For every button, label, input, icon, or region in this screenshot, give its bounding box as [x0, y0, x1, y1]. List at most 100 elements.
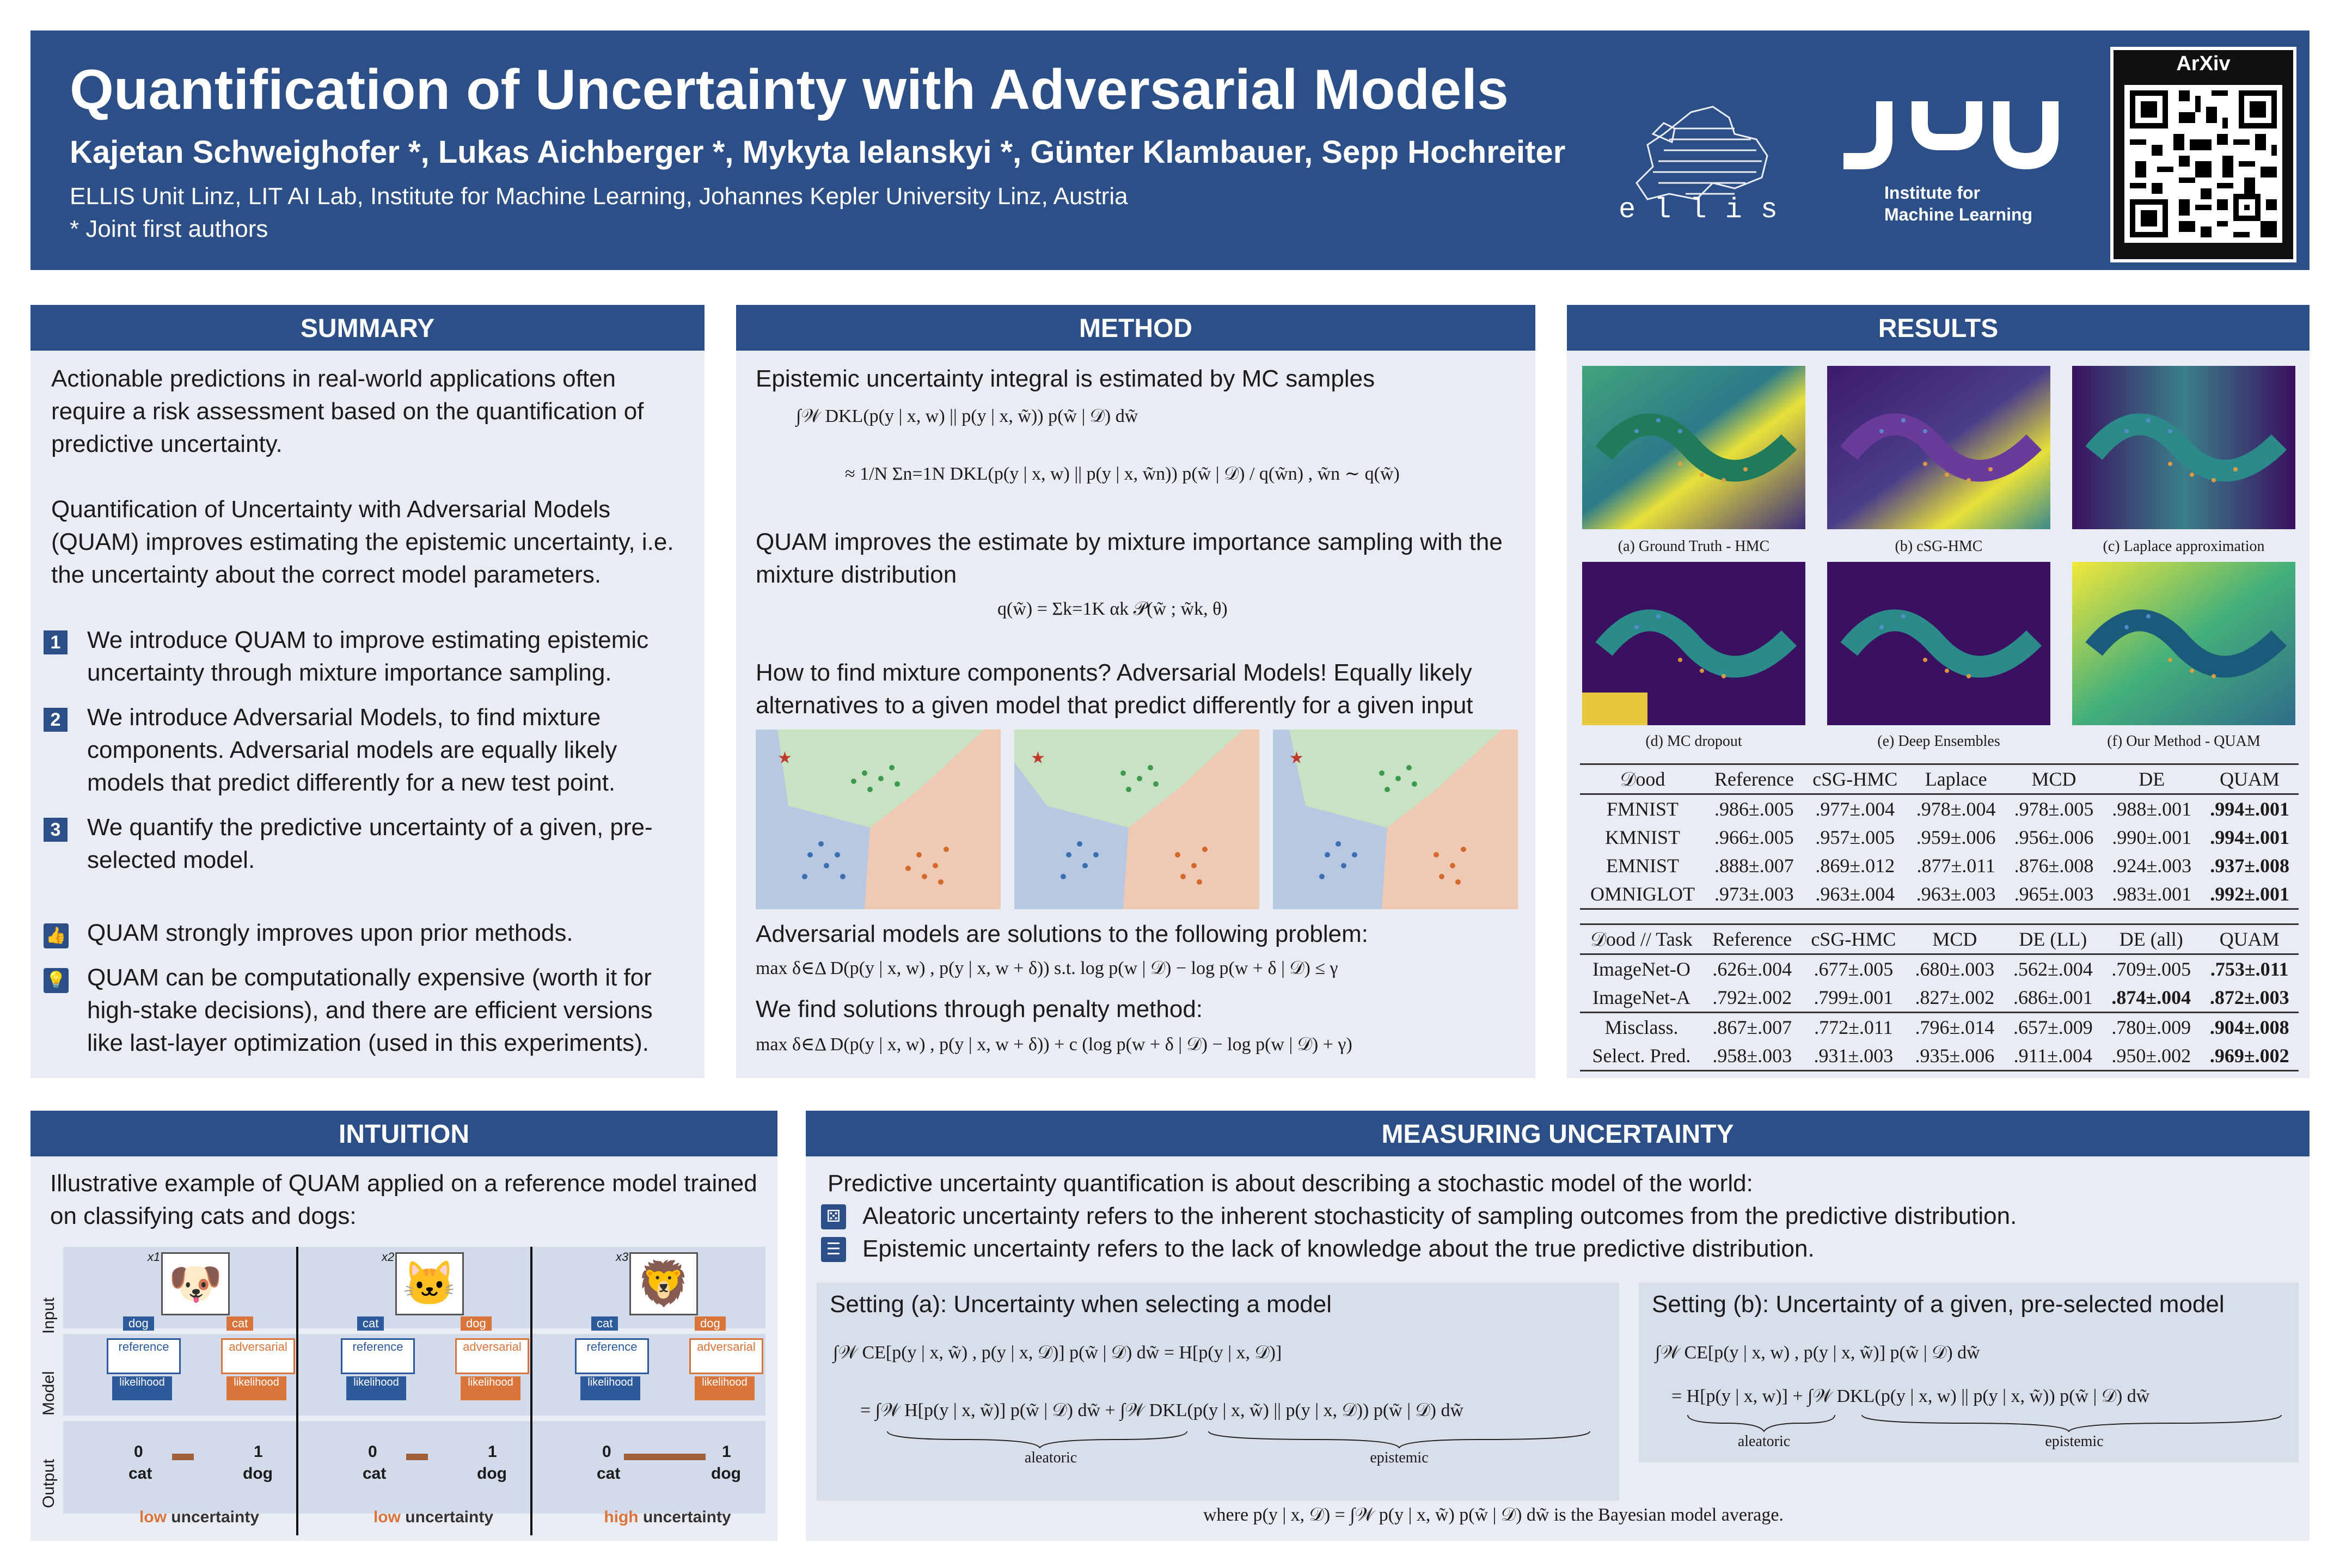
row-label-input: Input	[40, 1297, 58, 1334]
table-cell: FMNIST	[1606, 798, 1679, 820]
table1-header-cell: cSG-HMC	[1812, 768, 1898, 790]
arxiv-qr-box[interactable]: ArXiv	[2110, 47, 2296, 262]
table-cell: .874±.004	[2111, 987, 2191, 1008]
output-zero: 0	[134, 1443, 143, 1461]
setting-b-box: Setting (b): Uncertainty of a given, pre…	[1639, 1283, 2299, 1462]
table-cell: .935±.006	[1915, 1045, 1995, 1067]
heatmap-b	[1827, 366, 2050, 529]
output-zero: 0	[602, 1443, 611, 1461]
table2-body: ImageNet-O .626±.004 .677±.005 .680±.003 .56…	[1580, 954, 2299, 1071]
caption-e: (e) Deep Ensembles	[1877, 733, 2000, 750]
row-label-output: Output	[40, 1459, 58, 1508]
equation-mc-estimate: ≈ 1/N Σn=1N DKL(p(y | x, w) || p(y | x, …	[845, 464, 1400, 484]
table-cell: ImageNet-A	[1592, 987, 1690, 1008]
caption-f: (f) Our Method - QUAM	[2107, 733, 2261, 750]
table-cell: .872±.003	[2209, 987, 2289, 1008]
table2-header-cell: DE (LL)	[2019, 928, 2087, 950]
output-dog-label: dog	[243, 1465, 273, 1483]
divergence-arrow	[172, 1454, 194, 1460]
table1-header-cell: MCD	[2031, 768, 2076, 790]
poster-title: Quantification of Uncertainty with Adver…	[70, 58, 1509, 121]
decision-plot-3: ★	[1273, 730, 1518, 909]
table-cell: .796±.014	[1915, 1016, 1995, 1038]
output-zero: 0	[368, 1443, 377, 1461]
table-cell: .986±.005	[1714, 798, 1794, 820]
arxiv-label: ArXiv	[2176, 52, 2231, 75]
dice-icon: ⚄	[821, 1204, 846, 1229]
underbraces-b	[1687, 1414, 2282, 1432]
input-label: x3	[616, 1250, 629, 1264]
heatmap-e	[1827, 562, 2050, 725]
table-cell: .753±.011	[2210, 958, 2289, 980]
thumbs-up-icon: 👍	[44, 923, 69, 948]
intuition-heading: INTUITION	[30, 1111, 777, 1156]
table-cell: .680±.003	[1915, 958, 1995, 980]
uncertainty-word: uncertainty	[638, 1508, 731, 1526]
uncertainty-heatmaps	[1582, 366, 2295, 725]
output-cat-label: cat	[128, 1465, 152, 1483]
sliders-icon: ☰	[821, 1237, 846, 1262]
table-cell: Select. Pred.	[1592, 1045, 1691, 1067]
summary-item-2: We introduce Adversarial Models, to find…	[87, 704, 617, 796]
table-cell: .772±.011	[1814, 1016, 1893, 1038]
heatmap-a	[1582, 366, 1805, 529]
table-row: OMNIGLOT .973±.003 .963±.004 .963±.003 .965±…	[1580, 880, 2299, 909]
table-cell: .877±.011	[1916, 855, 1995, 877]
reference-likelihood-box: likelihood	[580, 1376, 640, 1400]
output-cat-label: cat	[597, 1465, 621, 1483]
table-cell: .709±.005	[2111, 958, 2191, 980]
joint-authors-note: * Joint first authors	[70, 216, 268, 242]
item-number-3: 3	[44, 818, 68, 842]
results-heading: RESULTS	[1567, 305, 2310, 351]
summary-panel: SUMMARY Actionable predictions in real-w…	[30, 305, 705, 1078]
reference-likelihood-box: likelihood	[346, 1376, 406, 1400]
measuring-panel: MEASURING UNCERTAINTY Predictive uncerta…	[806, 1111, 2310, 1541]
table-cell: .799±.001	[1814, 987, 1894, 1008]
table-cell: .988±.001	[2112, 798, 2192, 820]
reference-model-box: reference	[107, 1338, 181, 1374]
affiliation: ELLIS Unit Linz, LIT AI Lab, Institute f…	[70, 183, 1128, 210]
method-line-3: How to find mixture components? Adversar…	[756, 659, 1473, 719]
bulb-icon: 💡	[44, 968, 69, 993]
aleatoric-label-a: aleatoric	[1024, 1449, 1077, 1466]
equation-setting-b-1: ∫𝒲 CE[p(y | x, w) , p(y | x, w̃)] p(w̃ |…	[1655, 1343, 1980, 1363]
input-image-cat: 🐱	[395, 1252, 464, 1315]
caption-a: (a) Ground Truth - HMC	[1618, 538, 1770, 555]
table1-header-cell: 𝒟ood	[1620, 768, 1665, 790]
uncertainty-level: low	[139, 1508, 167, 1526]
table-cell: .963±.003	[1916, 883, 1996, 905]
heatmap-d	[1582, 562, 1805, 725]
intuition-panel: INTUITION Illustrative example of QUAM a…	[30, 1111, 777, 1541]
svg-text:★: ★	[777, 749, 792, 767]
uncertainty-verdict: high uncertainty	[559, 1508, 776, 1527]
table-cell: .958±.003	[1712, 1045, 1792, 1067]
input-label: x2	[382, 1250, 395, 1264]
qr-code[interactable]	[2124, 85, 2282, 243]
epistemic-definition: Epistemic uncertainty refers to the lack…	[862, 1235, 1815, 1262]
measuring-line-1: Predictive uncertainty quantification is…	[828, 1170, 1753, 1197]
jku-logo	[1843, 101, 2059, 170]
ellis-logo	[1635, 106, 1768, 200]
adversarial-likelihood-box: likelihood	[461, 1376, 520, 1400]
table-cell: .959±.006	[1916, 826, 1996, 848]
table-cell: .957±.005	[1815, 826, 1895, 848]
class-label-left: dog	[123, 1316, 154, 1331]
table-cell: .983±.001	[2112, 883, 2192, 905]
method-heading: METHOD	[736, 305, 1535, 351]
table-cell: .657±.009	[2013, 1016, 2093, 1038]
aleatoric-label-b: aleatoric	[1737, 1433, 1791, 1450]
table-cell: .994±.001	[2210, 798, 2289, 820]
method-line-2: QUAM improves the estimate by mixture im…	[756, 529, 1503, 588]
table-cell: .827±.002	[1915, 987, 1995, 1008]
divergence-arrow	[624, 1454, 706, 1460]
bayesian-model-average-definition: where p(y | x, 𝒟) = ∫𝒲 p(y | x, w̃) p(w̃…	[1203, 1505, 1784, 1525]
table-cell: .869±.012	[1815, 855, 1895, 877]
equation-epistemic-integral: ∫𝒲 DKL(p(y | x, w) || p(y | x, w̃)) p(w̃…	[796, 406, 1138, 426]
table1-header-cell: QUAM	[2220, 768, 2280, 790]
table-cell: .950±.002	[2111, 1045, 2191, 1067]
item-number-2: 2	[44, 708, 68, 732]
table2-header-cell: MCD	[1932, 928, 1977, 950]
table-cell: .888±.007	[1714, 855, 1794, 877]
table2-header-cell: Reference	[1712, 928, 1792, 950]
results-panel: RESULTS (a) Ground Truth -	[1567, 305, 2310, 1078]
